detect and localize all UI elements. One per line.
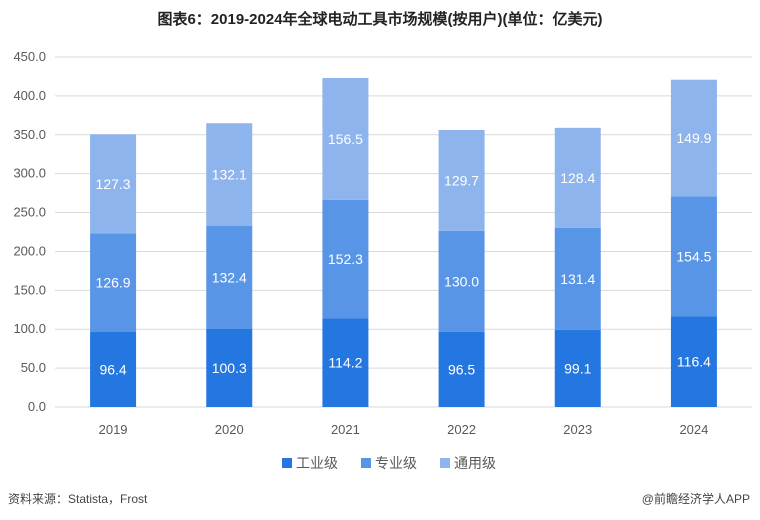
- y-tick-label: 100.0: [13, 321, 46, 336]
- y-tick-label: 400.0: [13, 88, 46, 103]
- legend-swatch: [361, 458, 371, 468]
- data-label: 129.7: [444, 172, 479, 188]
- bar-segment: [322, 318, 369, 407]
- data-label: 127.3: [96, 176, 131, 192]
- legend-swatch: [282, 458, 292, 468]
- bar-segment: [90, 332, 137, 407]
- y-tick-label: 0.0: [28, 399, 46, 414]
- y-tick-label: 250.0: [13, 205, 46, 220]
- bar-segment: [438, 129, 485, 231]
- bar-segment: [554, 127, 601, 228]
- data-label: 128.4: [560, 170, 595, 186]
- source-note: 资料来源：Statista，Frost: [8, 492, 148, 506]
- y-tick-label: 350.0: [13, 127, 46, 142]
- data-label: 126.9: [96, 275, 131, 291]
- x-tick-label: 2021: [331, 422, 360, 437]
- bar-segment: [322, 199, 369, 319]
- data-label: 114.2: [328, 355, 362, 371]
- data-label: 131.4: [560, 271, 595, 287]
- data-label: 100.3: [212, 360, 247, 376]
- bar-segment: [670, 316, 717, 407]
- data-label: 96.5: [448, 361, 475, 377]
- bar-segment: [206, 123, 253, 227]
- bar-segment: [90, 233, 137, 333]
- chart-title: 图表6：2019-2024年全球电动工具市场规模(按用户)(单位：亿美元): [157, 11, 603, 28]
- data-label: 99.1: [564, 360, 591, 376]
- bar-segment: [670, 196, 717, 317]
- data-label: 130.0: [444, 273, 479, 289]
- legend-swatch: [440, 458, 450, 468]
- y-tick-label: 300.0: [13, 166, 46, 181]
- y-tick-label: 50.0: [21, 360, 46, 375]
- data-label: 116.4: [677, 354, 711, 370]
- data-label: 149.9: [676, 130, 711, 146]
- bar-segment: [670, 79, 717, 197]
- x-tick-label: 2020: [215, 422, 244, 437]
- legend-label: 工业级: [296, 455, 338, 471]
- bar-segment: [438, 230, 485, 332]
- data-label: 154.5: [676, 248, 711, 264]
- bar-segment: [554, 227, 601, 330]
- legend-label: 专业级: [375, 455, 417, 471]
- data-label: 156.5: [328, 131, 363, 147]
- data-label: 96.4: [99, 362, 126, 378]
- data-label: 132.4: [212, 270, 247, 286]
- y-tick-label: 200.0: [13, 243, 46, 258]
- x-tick-label: 2022: [447, 422, 476, 437]
- data-label: 132.1: [212, 167, 247, 183]
- bar-segment: [90, 134, 137, 234]
- brand-credit: @前瞻经济学人APP: [641, 492, 750, 506]
- x-tick-label: 2019: [99, 422, 128, 437]
- bar-segment: [554, 329, 601, 407]
- y-tick-label: 150.0: [13, 282, 46, 297]
- bar-segment: [206, 226, 253, 329]
- x-tick-label: 2023: [563, 422, 592, 437]
- bar-segment: [206, 328, 253, 407]
- data-label: 152.3: [328, 251, 363, 267]
- bar-segment: [438, 331, 485, 407]
- bar-segment: [322, 78, 369, 200]
- legend-label: 通用级: [454, 455, 496, 471]
- y-tick-label: 450.0: [13, 49, 46, 64]
- x-tick-label: 2024: [679, 422, 708, 437]
